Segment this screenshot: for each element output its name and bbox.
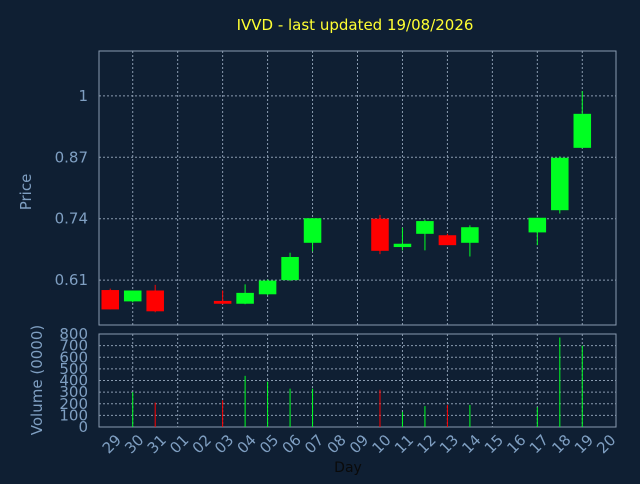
volume-tick-label: 100 xyxy=(59,406,88,424)
candle-body xyxy=(258,280,277,295)
volume-tick-label: 200 xyxy=(59,395,88,413)
price-axis-label: Price xyxy=(17,174,35,211)
price-tick-label: 1 xyxy=(78,87,88,105)
candle-body xyxy=(213,300,232,304)
candle-body xyxy=(371,218,389,251)
volume-axis-label: Volume (0000) xyxy=(28,325,46,435)
volume-tick-label: 400 xyxy=(59,372,88,390)
price-tick-label: 0.61 xyxy=(55,271,88,289)
candle-body xyxy=(393,243,412,248)
candle-body xyxy=(438,235,457,246)
candle-body xyxy=(236,292,254,304)
candle-body xyxy=(573,113,592,148)
volume-tick-label: 500 xyxy=(59,360,88,378)
price-panel: 0.61 0.74 0.87 1 xyxy=(55,50,617,326)
volume-panel: 0100200300400500600700800293031010203040… xyxy=(59,325,619,457)
volume-tick-label: 800 xyxy=(59,325,88,343)
day-axis-label: Day xyxy=(334,460,362,476)
volume-tick-label: 0 xyxy=(78,418,88,436)
candle-body xyxy=(416,221,434,234)
candle-body xyxy=(146,290,164,312)
volume-tick-label: 300 xyxy=(59,383,88,401)
volume-tick-label: 700 xyxy=(59,337,88,355)
candle-body xyxy=(551,157,569,211)
candle-body xyxy=(123,290,142,302)
candle-body xyxy=(281,256,299,281)
price-tick-label: 0.87 xyxy=(55,148,88,166)
candle-body xyxy=(303,218,322,243)
day-tick-label: 20 xyxy=(593,431,619,457)
candle-body xyxy=(528,217,547,233)
price-tick-label: 0.74 xyxy=(55,210,88,228)
candle-body xyxy=(461,227,479,243)
chart-title: IVVD - last updated 19/08/2026 xyxy=(237,16,474,34)
volume-tick-label: 600 xyxy=(59,348,88,366)
candle-body xyxy=(101,290,120,310)
